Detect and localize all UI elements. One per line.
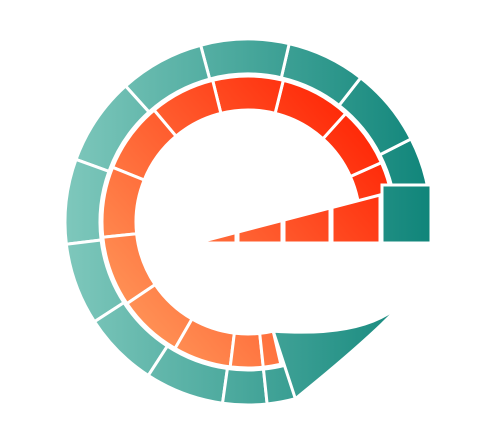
crossbar-segment [330, 193, 382, 245]
inner-ring-segment [100, 165, 146, 239]
outer-ring-segment [199, 37, 291, 81]
crossbar-segment [236, 218, 284, 245]
e-tail [271, 298, 407, 402]
crossbar-segment [195, 230, 238, 245]
crossbar-end-block [380, 183, 433, 245]
outer-ring-segment [221, 367, 269, 407]
inner-ring-segment [211, 74, 285, 115]
crossbar-segment [282, 206, 332, 245]
inner-ring-segment [228, 331, 265, 370]
